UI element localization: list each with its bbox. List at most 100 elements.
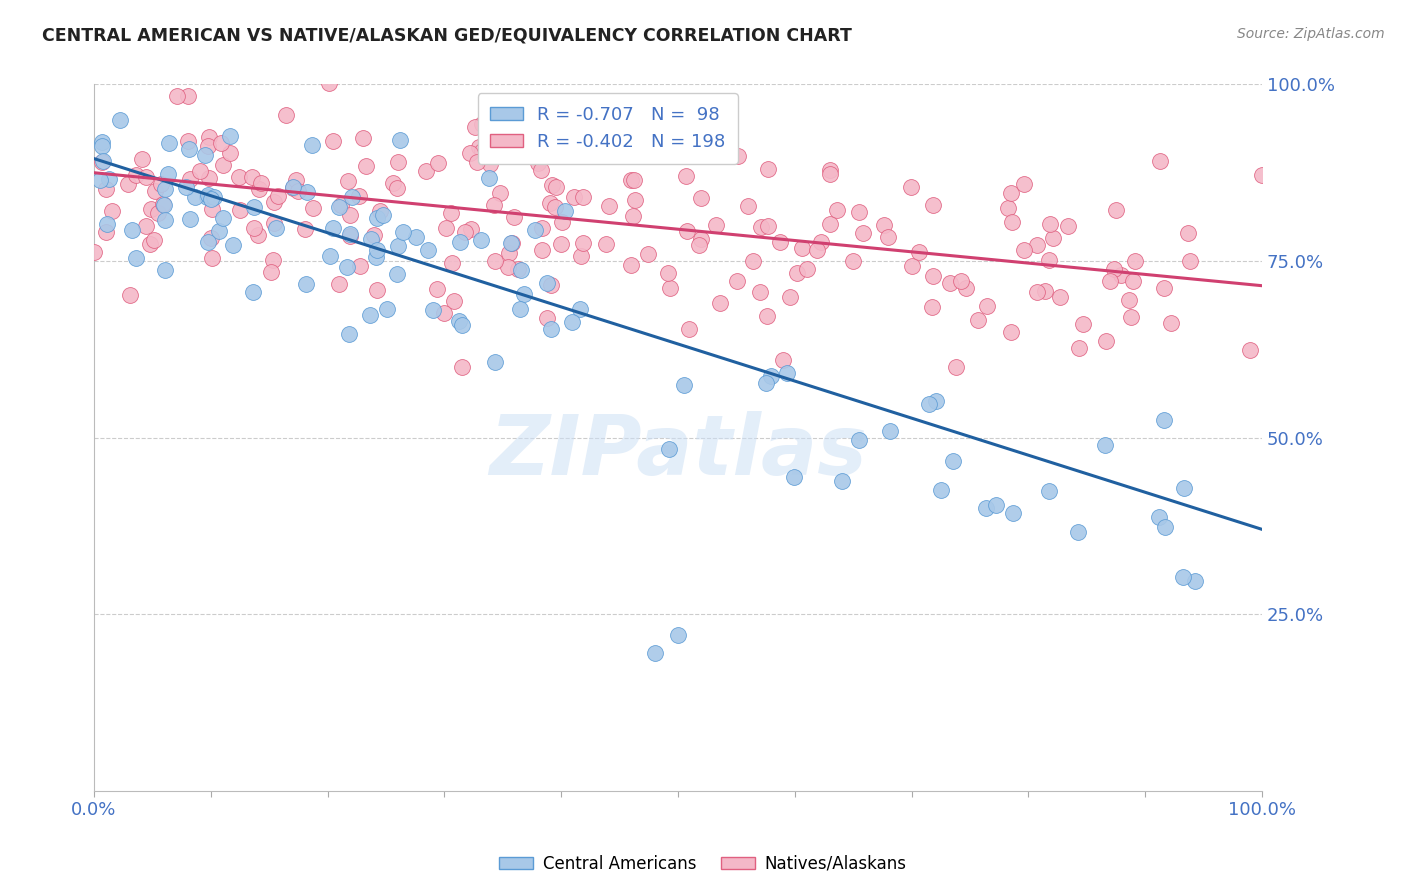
Point [546, 180, 568, 194]
Point [509, 301, 531, 316]
Point [925, 393, 948, 408]
Point [831, 474, 853, 488]
Point [1067, 525, 1090, 540]
Point [246, 228, 269, 243]
Point [285, 172, 308, 186]
Point [501, 236, 523, 251]
Point [792, 241, 814, 255]
Point [201, 251, 224, 265]
Point [1118, 293, 1140, 307]
Point [198, 130, 221, 145]
Point [806, 243, 828, 257]
Point [1184, 574, 1206, 589]
Point [294, 222, 316, 236]
Point [976, 299, 998, 313]
Point [1102, 261, 1125, 276]
Point [786, 266, 808, 280]
Point [510, 262, 533, 277]
Point [366, 211, 388, 225]
Point [354, 159, 377, 173]
Point [197, 235, 219, 249]
Point [91, 139, 114, 153]
Point [329, 197, 352, 211]
Point [536, 276, 558, 290]
Point [433, 306, 456, 320]
Point [454, 225, 477, 239]
Point [155, 212, 177, 227]
Point [295, 186, 318, 200]
Point [427, 156, 450, 170]
Point [135, 170, 157, 185]
Point [623, 173, 645, 187]
Point [1038, 252, 1060, 267]
Point [179, 172, 201, 186]
Point [1002, 506, 1025, 520]
Point [108, 112, 131, 127]
Point [540, 178, 562, 193]
Point [1056, 219, 1078, 233]
Point [540, 321, 562, 335]
Point [426, 282, 449, 296]
Point [302, 201, 325, 215]
Point [503, 211, 526, 225]
Point [658, 281, 681, 295]
Point [818, 217, 841, 231]
Point [709, 296, 731, 310]
Point [818, 162, 841, 177]
Point [228, 202, 250, 217]
Point [228, 170, 250, 185]
Point [131, 152, 153, 166]
Point [441, 256, 464, 270]
Point [1094, 438, 1116, 452]
Point [942, 453, 965, 467]
Point [141, 202, 163, 217]
Point [810, 235, 832, 249]
Point [657, 266, 679, 280]
Point [339, 326, 361, 341]
Point [501, 235, 523, 250]
Point [749, 285, 772, 299]
Point [678, 322, 700, 336]
Point [772, 352, 794, 367]
Point [471, 144, 494, 158]
Point [352, 131, 374, 145]
Text: ZIPatlas: ZIPatlas [489, 411, 868, 492]
Point [704, 218, 727, 232]
Point [339, 227, 361, 241]
Point [756, 219, 779, 233]
Point [91, 153, 114, 168]
Point [595, 236, 617, 251]
Point [349, 260, 371, 274]
Point [554, 203, 576, 218]
Point [900, 259, 922, 273]
Point [1069, 341, 1091, 355]
Point [360, 232, 382, 246]
Point [644, 646, 666, 660]
Point [451, 359, 474, 374]
Point [208, 224, 231, 238]
Point [443, 294, 465, 309]
Point [506, 262, 529, 277]
Point [1153, 281, 1175, 295]
Point [83, 244, 105, 259]
Point [440, 206, 463, 220]
Point [177, 134, 200, 148]
Point [301, 138, 323, 153]
Point [877, 230, 900, 244]
Point [267, 189, 290, 203]
Point [283, 180, 305, 194]
Point [179, 211, 201, 226]
Point [737, 199, 759, 213]
Point [1071, 317, 1094, 331]
Point [598, 199, 620, 213]
Point [1038, 483, 1060, 498]
Point [922, 198, 945, 212]
Point [125, 168, 148, 182]
Point [200, 231, 222, 245]
Point [1153, 413, 1175, 427]
Point [624, 194, 647, 208]
Point [212, 211, 235, 226]
Point [117, 177, 139, 191]
Point [363, 227, 385, 242]
Point [422, 302, 444, 317]
